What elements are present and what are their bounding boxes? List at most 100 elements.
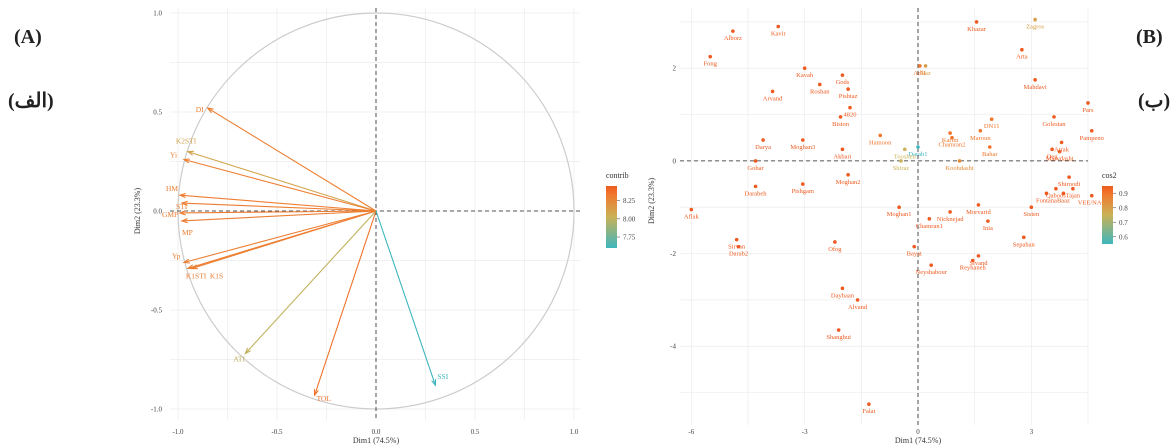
- vector-arrowhead: [178, 210, 186, 216]
- point-label-Arvand: Arvand: [763, 95, 783, 102]
- point-Sirvan: [734, 237, 739, 242]
- panel-b-tag: (B): [1136, 26, 1163, 48]
- point-Pars: [1086, 101, 1090, 105]
- y-tick-label: -4: [670, 343, 676, 351]
- vector-label-ATI: ATI: [233, 355, 245, 364]
- point-Aflak: [689, 207, 694, 212]
- vector-TOL: [314, 210, 377, 396]
- vector-arrowhead: [182, 158, 190, 164]
- point-Shiroodi: [1067, 175, 1071, 179]
- legend-tick-label: 8.00: [623, 215, 636, 223]
- y-axis-label: Dim2 (23.3%): [647, 177, 656, 224]
- vector-label-K2STI: K2STI: [176, 137, 197, 146]
- vector-K1S: [187, 210, 377, 269]
- vector-K2STI: [187, 151, 377, 212]
- vector-label-MP: MP: [182, 228, 193, 237]
- point-Gods: [840, 73, 845, 77]
- point-Naz: [923, 64, 928, 68]
- point-label-Falat: Falat: [862, 408, 875, 415]
- individuals-factor-map: -6 -3 0 3 2 0 -2 -4 Dim1 (74.5%) Dim2 (23.3%) Zagr…: [647, 8, 1128, 445]
- point-label-Reyhaneh: Reyhaneh: [960, 265, 987, 272]
- point-Kavir: [776, 24, 781, 29]
- vector-SSI: [375, 210, 436, 386]
- point-label-Alvand: Alvand: [848, 304, 868, 311]
- point-Chamran2: [950, 135, 954, 140]
- point-label-Golestan: Golestan: [1042, 121, 1066, 128]
- point-label-Maroun: Maroun: [970, 135, 991, 142]
- point-label-Marvdasht: Marvdasht: [1046, 156, 1074, 163]
- point-label-Arta: Arta: [1016, 54, 1028, 61]
- vector-Yi: [183, 158, 377, 212]
- x-tick-label: -1.0: [172, 428, 184, 436]
- vector-arrowhead: [178, 193, 186, 199]
- x-tick-label: -0.5: [271, 428, 283, 436]
- point-label-Shanghui: Shanghui: [826, 334, 851, 341]
- point-label-Neyshabour: Neyshabour: [916, 269, 948, 276]
- point-Darab2: [736, 244, 741, 249]
- point-Reyhaneh: [970, 258, 975, 263]
- point-label-Shiroodi: Shiroodi: [1058, 181, 1081, 188]
- point-Bayat: [912, 244, 917, 249]
- point-label-Sisten: Sisten: [1023, 211, 1040, 218]
- point-label-Qaboos: Qaboos: [1046, 193, 1066, 200]
- point-Shiraz: [899, 159, 903, 163]
- point-Khazar: [974, 20, 979, 24]
- vector-GMP: [179, 210, 377, 214]
- vector-label-STI: STI: [176, 202, 188, 211]
- panel-a-tag: (A): [14, 26, 42, 48]
- point-label-Gohar: Gohar: [747, 165, 764, 172]
- y-tick-label: 1.0: [153, 10, 162, 18]
- point-Pishtaz: [846, 87, 850, 91]
- point-Golestan: [1052, 115, 1056, 119]
- point-Baaz: [1061, 191, 1066, 196]
- point-Alborz: [731, 29, 735, 33]
- legend-tick-label: 0.8: [1119, 204, 1128, 212]
- point-Inia: [986, 219, 990, 223]
- point-label-Bayat: Bayat: [907, 251, 922, 258]
- vector-arrowhead: [431, 379, 437, 387]
- point-Shanghui: [836, 328, 841, 332]
- vector-label-DI: DI: [196, 105, 204, 114]
- point-label-Pishgam: Pishgam: [792, 188, 814, 195]
- point-label-Darab2: Darab2: [729, 251, 748, 258]
- point-Daybaan: [840, 286, 845, 291]
- point-Neyshabour: [929, 263, 934, 267]
- vector-HM: [179, 194, 377, 212]
- point-label-Akbari: Akbari: [833, 153, 851, 160]
- point-label-Sivand: Sivand: [969, 260, 988, 267]
- y-axis-label: Dim2 (23.3%): [133, 188, 142, 235]
- point-label-Baaz: Baaz: [1057, 197, 1070, 204]
- legend-tick-label: 7.75: [623, 234, 636, 242]
- vector-MP: [181, 210, 377, 222]
- legend-colorbar: [606, 186, 617, 248]
- point-label-Mahdavi: Mahdavi: [1024, 84, 1047, 91]
- legend-colorbar: [1102, 186, 1113, 244]
- vector-label-Yp: Yp: [172, 251, 181, 260]
- point-label-Chamran1: Chamran1: [916, 223, 943, 230]
- legend-tick-label: 8.25: [623, 197, 636, 205]
- point-label-Darya: Darya: [755, 144, 771, 151]
- point-Fontana: [1044, 191, 1049, 196]
- point-label-Sepahan: Sepahan: [1013, 241, 1036, 248]
- point-label-Shiraz: Shiraz: [893, 165, 910, 172]
- point-label-Tajan: Tajan: [1066, 193, 1081, 200]
- point-label-Pishtaz: Pishtaz: [839, 93, 858, 100]
- point-label-Darab1: Darab1: [908, 151, 927, 158]
- point-Koohdasht: [957, 159, 962, 163]
- vector-label-TOL: TOL: [317, 394, 332, 403]
- vector-label-K1S: K1S: [210, 271, 223, 280]
- vector-label-SSI: SSI: [437, 372, 448, 381]
- vector-DI: [207, 107, 377, 212]
- point-label-Khazar: Khazar: [967, 26, 987, 33]
- y-tick-label: 0: [673, 157, 677, 165]
- vector-arrowhead: [180, 218, 188, 224]
- point-label-Pars: Pars: [1082, 107, 1094, 114]
- y-tick-label: -2: [670, 250, 676, 258]
- point-DN11: [989, 117, 994, 121]
- point-label-Ofog: Ofog: [828, 246, 842, 253]
- point-Pampeno: [1089, 128, 1094, 133]
- x-tick-label: 3: [1030, 428, 1034, 436]
- panel-a-tag-fa: (الف): [8, 90, 54, 112]
- point-Adl1: [918, 64, 922, 68]
- point-Kavah: [802, 66, 807, 71]
